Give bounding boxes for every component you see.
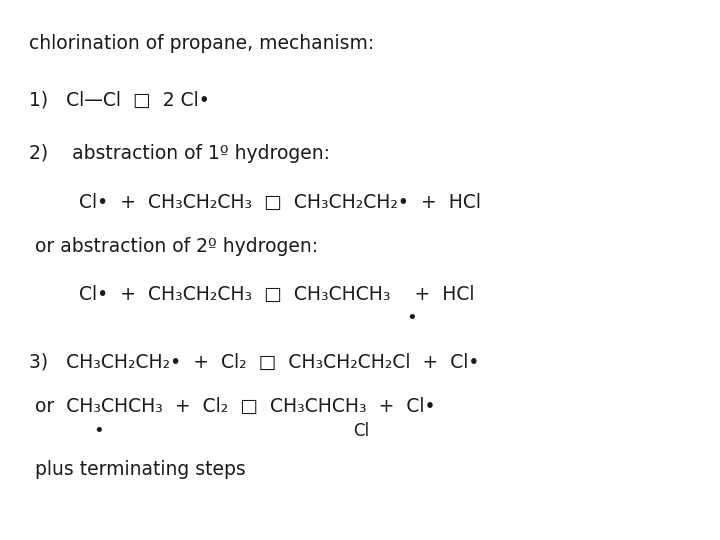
Text: or  CH₃CHCH₃  +  Cl₂  □  CH₃CHCH₃  +  Cl•: or CH₃CHCH₃ + Cl₂ □ CH₃CHCH₃ + Cl•: [29, 396, 436, 416]
Text: •: •: [94, 422, 104, 440]
Text: Cl: Cl: [354, 422, 369, 440]
Text: 1)   Cl—Cl  □  2 Cl•: 1) Cl—Cl □ 2 Cl•: [29, 90, 210, 110]
Text: 2)    abstraction of 1º hydrogen:: 2) abstraction of 1º hydrogen:: [29, 144, 330, 164]
Text: Cl•  +  CH₃CH₂CH₃  □  CH₃CHCH₃    +  HCl: Cl• + CH₃CH₂CH₃ □ CH₃CHCH₃ + HCl: [79, 285, 474, 304]
Text: •: •: [407, 309, 417, 327]
Text: 3)   CH₃CH₂CH₂•  +  Cl₂  □  CH₃CH₂CH₂Cl  +  Cl•: 3) CH₃CH₂CH₂• + Cl₂ □ CH₃CH₂CH₂Cl + Cl•: [29, 352, 480, 372]
Text: plus terminating steps: plus terminating steps: [29, 460, 246, 480]
Text: or abstraction of 2º hydrogen:: or abstraction of 2º hydrogen:: [29, 237, 318, 256]
Text: chlorination of propane, mechanism:: chlorination of propane, mechanism:: [29, 33, 374, 53]
Text: Cl•  +  CH₃CH₂CH₃  □  CH₃CH₂CH₂•  +  HCl: Cl• + CH₃CH₂CH₃ □ CH₃CH₂CH₂• + HCl: [79, 193, 481, 212]
